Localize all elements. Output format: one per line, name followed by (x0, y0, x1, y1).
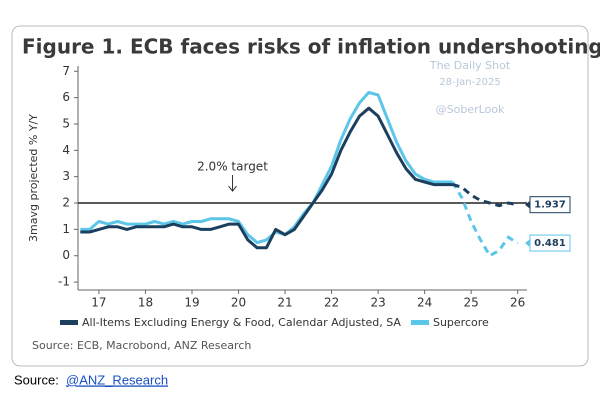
footer-prefix: Source: (14, 372, 59, 387)
chart-source: Source: ECB, Macrobond, ANZ Research (32, 339, 251, 352)
x-tick-label: 24 (417, 296, 432, 310)
watermark: @SoberLook (436, 103, 505, 116)
footer-link[interactable]: @ANZ_Research (66, 372, 168, 387)
x-tick-label: 23 (370, 296, 385, 310)
chart-title: Figure 1. ECB faces risks of inflation u… (22, 35, 600, 59)
x-tick-label: 25 (464, 296, 479, 310)
x-tick-label: 17 (91, 296, 106, 310)
series-line (80, 106, 453, 250)
y-tick-label: 5 (62, 116, 70, 130)
y-tick-label: 1 (62, 222, 70, 236)
x-tick-label: 26 (510, 296, 525, 310)
x-tick-label: 19 (184, 296, 199, 310)
y-axis-label: 3mavg projected % Y/Y (27, 114, 40, 242)
end-label: 1.937 (534, 200, 566, 211)
y-tick-label: 2 (62, 196, 70, 210)
watermark: 28-Jan-2025 (439, 77, 500, 88)
end-label: 0.481 (534, 238, 566, 249)
watermark: The Daily Shot (429, 59, 511, 72)
legend-swatch (410, 320, 429, 325)
legend-swatch (60, 320, 78, 325)
y-tick-label: 3 (62, 169, 70, 183)
end-label-pointer (525, 239, 530, 248)
legend-label: All-Items Excluding Energy & Food, Calen… (82, 316, 401, 329)
y-tick-label: 4 (62, 143, 70, 157)
end-label-pointer (525, 200, 530, 209)
x-tick-label: 22 (324, 296, 339, 310)
y-tick-label: 7 (62, 64, 70, 78)
y-tick-label: 0 (62, 248, 70, 262)
target-arrow (228, 175, 237, 192)
x-tick-label: 18 (138, 296, 153, 310)
projection-line (451, 181, 519, 258)
chart-frame (11, 25, 589, 367)
y-tick-label: 6 (62, 90, 70, 104)
y-tick-label: -1 (58, 275, 70, 289)
projection-line (452, 183, 518, 208)
series-line (80, 90, 453, 245)
legend-label: Supercore (433, 316, 489, 329)
x-tick-label: 20 (231, 296, 246, 310)
target-label: 2.0% target (197, 160, 268, 174)
x-tick-label: 21 (277, 296, 292, 310)
